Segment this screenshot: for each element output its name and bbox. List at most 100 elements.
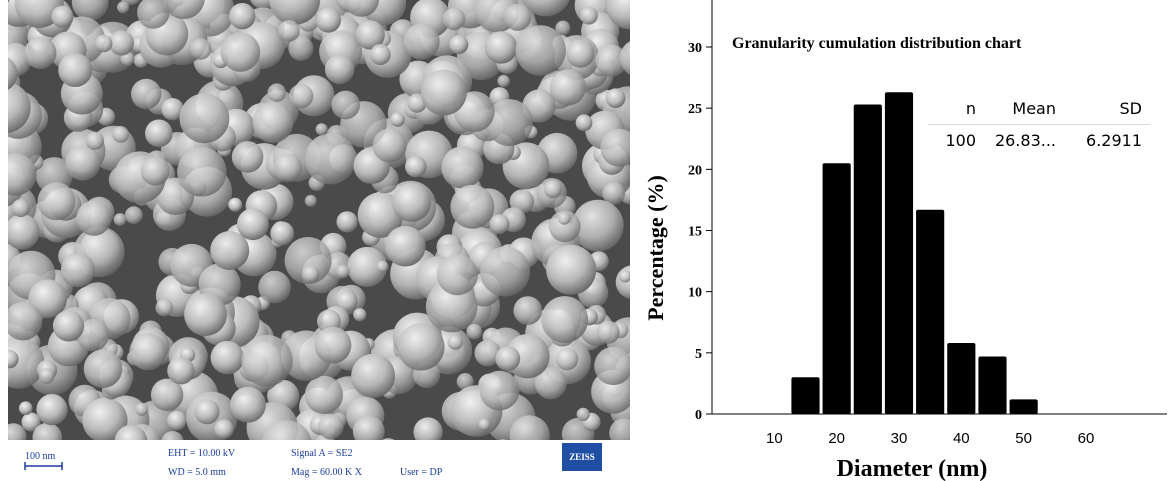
sem-particle	[167, 357, 195, 385]
x-tick-label: 50	[1015, 430, 1032, 447]
stats-value-mean: 26.83...	[994, 131, 1056, 150]
histogram-bar-50	[1009, 399, 1038, 414]
x-axis-label: Diameter (nm)	[837, 456, 988, 481]
sem-particle	[14, 0, 64, 28]
sem-particle	[441, 146, 484, 189]
sem-particle	[228, 197, 243, 212]
sem-particle	[82, 397, 128, 440]
sem-particle	[304, 194, 317, 207]
sem-particle	[8, 423, 27, 440]
signal-readout: Signal A = SE2	[291, 448, 353, 459]
sem-particle	[442, 7, 466, 31]
sem-particle	[600, 128, 630, 167]
sem-particle	[579, 6, 598, 25]
sem-particle	[534, 367, 567, 400]
sem-particle	[60, 253, 95, 288]
x-tick-group: 10 20 30 40 50 60	[766, 430, 1094, 447]
stats-value-n: 100	[945, 131, 976, 150]
sem-particle	[495, 346, 521, 371]
sem-particle	[485, 99, 533, 147]
sem-particle	[336, 290, 358, 313]
sem-particle	[405, 155, 427, 178]
y-tick-label: 25	[688, 102, 702, 117]
sem-particle	[352, 415, 385, 440]
sem-particle	[8, 57, 18, 90]
sem-particle	[237, 208, 269, 241]
sem-particle	[576, 407, 590, 421]
sem-particle	[315, 123, 328, 136]
histogram-bar-30	[884, 92, 914, 414]
sem-particle	[229, 3, 256, 30]
sem-particle	[372, 128, 407, 163]
sem-particle	[546, 244, 597, 295]
sem-particle	[117, 1, 130, 14]
sem-particle	[575, 114, 593, 132]
histogram-chart: Granularity cumulation distribution char…	[643, 0, 1167, 481]
sem-particle	[108, 30, 134, 56]
sem-particle	[318, 413, 344, 440]
sem-particle	[605, 88, 626, 108]
sem-particle	[162, 0, 205, 20]
histogram-bar-25	[853, 104, 882, 414]
scale-bar-label: 100 nm	[25, 451, 56, 462]
sem-particle	[602, 182, 626, 205]
sem-particle	[289, 83, 314, 109]
sem-particle	[572, 199, 624, 252]
sem-particle	[353, 308, 367, 322]
sem-particle	[420, 69, 467, 116]
sem-particle	[114, 424, 148, 440]
sem-particle	[214, 419, 234, 439]
sem-particle	[509, 415, 550, 440]
sem-particle	[474, 340, 501, 367]
sem-particle	[331, 90, 361, 120]
sem-particle	[555, 347, 579, 371]
mag-readout: Mag = 60.00 K X	[291, 467, 362, 478]
y-tick-label: 0	[695, 408, 702, 423]
x-tick-label: 30	[891, 430, 908, 447]
sem-particle	[241, 334, 293, 387]
scale-bar	[24, 462, 63, 470]
sem-particle	[619, 41, 630, 75]
sem-panel: 100 nm EHT = 10.00 kV WD = 5.0 mm Signal…	[0, 0, 630, 481]
sem-particle	[8, 81, 31, 134]
sem-particle	[194, 399, 220, 425]
sem-particle	[336, 211, 358, 233]
eht-readout: EHT = 10.00 kV	[168, 448, 236, 459]
sem-info-bar	[0, 440, 630, 481]
zeiss-logo: ZEISS	[562, 443, 602, 471]
sem-particle	[258, 270, 291, 304]
sem-particle	[32, 422, 63, 440]
sem-particle	[21, 412, 41, 432]
sem-particle	[8, 153, 37, 196]
sem-particle	[499, 439, 507, 440]
y-tick-label: 15	[688, 225, 702, 240]
sem-particle	[302, 265, 320, 283]
sem-particle	[558, 212, 571, 225]
y-tick-group: 0 5 10 15 20 25 30	[688, 41, 712, 423]
sem-particle	[609, 418, 630, 440]
histogram-bar-15	[791, 377, 820, 414]
sem-particle	[38, 368, 55, 384]
stats-header-row: n Mean SD	[928, 93, 1150, 125]
sem-particle	[619, 270, 630, 283]
stats-value-sd: 6.2911	[1086, 131, 1142, 150]
sem-particle	[145, 119, 173, 148]
sem-particle	[450, 184, 495, 229]
sem-particle	[504, 3, 532, 31]
sem-micrograph-image	[8, 0, 630, 440]
sem-particle	[316, 7, 341, 33]
sem-particle	[456, 373, 474, 390]
sem-particle	[124, 206, 143, 225]
sem-particle	[11, 199, 30, 218]
sem-particle	[161, 98, 184, 121]
sem-particle	[155, 298, 174, 317]
sem-particle	[8, 214, 40, 250]
sem-particle	[36, 394, 68, 426]
sem-particle	[478, 418, 491, 431]
sem-particle	[566, 39, 595, 68]
sem-particle	[541, 296, 589, 343]
sem-particle	[24, 37, 57, 69]
sem-particle	[324, 54, 355, 85]
sem-particle	[480, 246, 531, 297]
sem-particle	[392, 182, 432, 222]
